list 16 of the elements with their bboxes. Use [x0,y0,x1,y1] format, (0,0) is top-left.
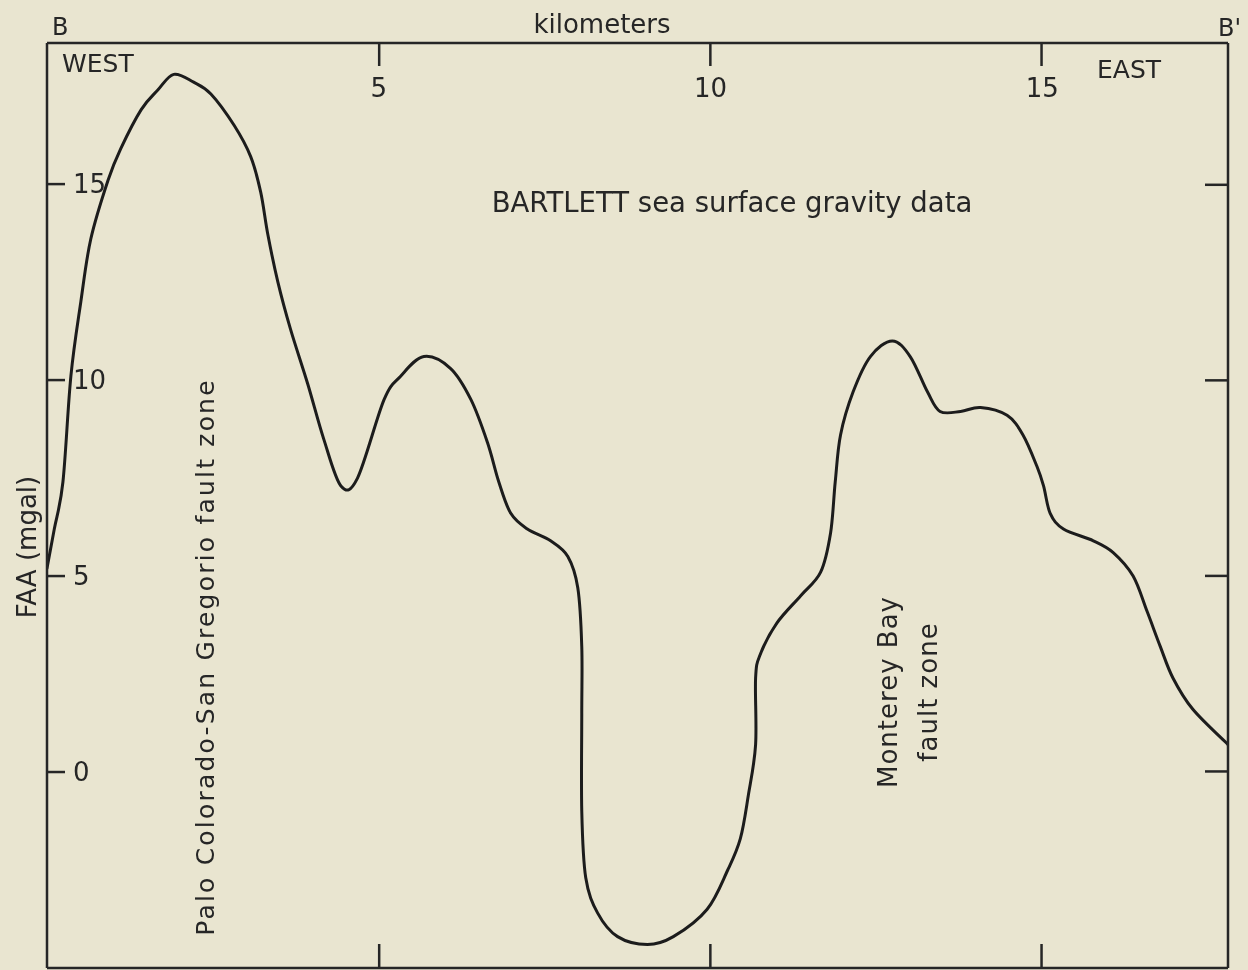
y-tick-label: 15 [73,169,107,200]
annotation: WEST [62,49,135,78]
annotation: EAST [1097,55,1162,84]
x-tick-label: 5 [370,73,388,104]
y-tick-label: 5 [73,561,90,592]
annotation: Palo Colorado-San Gregorio fault zone [190,378,220,936]
y-axis-title: FAA (mgal) [12,475,42,619]
text: B [52,13,69,41]
y-tick-label: 0 [73,757,90,788]
x-tick-label: 10 [693,73,728,104]
y-tick-label: 10 [73,365,107,396]
annotation: BARTLETT sea surface gravity data [491,186,973,218]
x-tick-label: 15 [1025,73,1059,104]
text: B' [1217,14,1241,42]
x-axis-title: kilometers [533,9,671,39]
annotation: Monterey Bay fault zone [872,596,944,788]
